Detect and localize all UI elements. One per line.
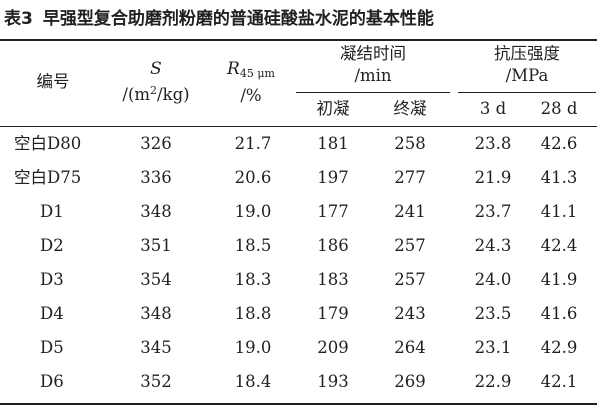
cell-residue: 20.6 bbox=[234, 168, 272, 187]
cell-strength-3d: 23.8 bbox=[474, 134, 512, 153]
header-3d: 3 d bbox=[458, 98, 528, 120]
header-r-unit: /% bbox=[240, 86, 262, 105]
cell-strength-28d: 41.6 bbox=[540, 304, 578, 323]
header-final-setting: 终凝 bbox=[375, 98, 445, 120]
cell-id: D6 bbox=[40, 372, 64, 391]
header-s-unit-open: /(m bbox=[122, 85, 151, 104]
cell-strength-28d: 42.6 bbox=[540, 134, 578, 153]
header-specific-surface: S /(m2/kg) bbox=[108, 58, 204, 106]
cell-residue: 18.3 bbox=[234, 270, 272, 289]
cell-specific-surface: 345 bbox=[140, 338, 172, 357]
cell-id: D5 bbox=[40, 338, 64, 357]
header-r-sub: 45 μm bbox=[239, 67, 275, 80]
setting-time-subrule bbox=[296, 92, 450, 93]
cell-final-setting: 257 bbox=[394, 236, 426, 255]
cell-final-setting: 258 bbox=[394, 134, 426, 153]
cell-strength-28d: 41.9 bbox=[540, 270, 578, 289]
cell-id: D4 bbox=[40, 304, 64, 323]
cell-id: D3 bbox=[40, 270, 64, 289]
cell-final-setting: 257 bbox=[394, 270, 426, 289]
cell-residue: 18.8 bbox=[234, 304, 272, 323]
cell-strength-3d: 24.0 bbox=[474, 270, 512, 289]
header-s-unit-exp: 2 bbox=[150, 84, 158, 97]
cell-strength-3d: 22.9 bbox=[474, 372, 512, 391]
header-s-symbol: S bbox=[150, 59, 162, 79]
cell-final-setting: 269 bbox=[394, 372, 426, 391]
cell-strength-3d: 24.3 bbox=[474, 236, 512, 255]
cell-specific-surface: 348 bbox=[140, 202, 172, 221]
header-3d-label: 3 d bbox=[479, 99, 507, 118]
cell-initial-setting: 186 bbox=[317, 236, 349, 255]
table-caption: 表3 早强型复合助磨剂粉磨的普通硅酸盐水泥的基本性能 bbox=[4, 6, 434, 32]
header-28d-label: 28 d bbox=[540, 99, 578, 118]
header-strength-unit: /MPa bbox=[505, 66, 549, 85]
header-strength: 抗压强度 /MPa bbox=[458, 43, 596, 87]
cell-initial-setting: 193 bbox=[317, 372, 349, 391]
cell-id: D2 bbox=[40, 236, 64, 255]
cell-strength-28d: 42.9 bbox=[540, 338, 578, 357]
cell-initial-setting: 197 bbox=[317, 168, 349, 187]
cell-strength-28d: 42.1 bbox=[540, 372, 578, 391]
header-setting-time-label: 凝结时间 bbox=[340, 44, 406, 63]
header-id: 编号 bbox=[10, 71, 96, 93]
cell-id: 空白D75 bbox=[14, 168, 82, 187]
cell-initial-setting: 183 bbox=[317, 270, 349, 289]
top-rule bbox=[0, 39, 597, 41]
cell-residue: 19.0 bbox=[234, 202, 272, 221]
cell-strength-3d: 21.9 bbox=[474, 168, 512, 187]
cell-strength-3d: 23.1 bbox=[474, 338, 512, 357]
cell-specific-surface: 348 bbox=[140, 304, 172, 323]
header-setting-time-unit: /min bbox=[354, 66, 392, 85]
cell-residue: 19.0 bbox=[234, 338, 272, 357]
header-r-symbol: R bbox=[227, 59, 240, 79]
cell-id: D1 bbox=[40, 202, 64, 221]
header-s-unit-close: /kg) bbox=[157, 85, 190, 104]
cell-initial-setting: 177 bbox=[317, 202, 349, 221]
header-strength-label: 抗压强度 bbox=[494, 44, 560, 63]
header-rule bbox=[0, 126, 597, 127]
cell-specific-surface: 354 bbox=[140, 270, 172, 289]
header-initial-label: 初凝 bbox=[316, 99, 350, 118]
cell-specific-surface: 352 bbox=[140, 372, 172, 391]
header-id-label: 编号 bbox=[36, 72, 70, 91]
cell-residue: 21.7 bbox=[234, 134, 272, 153]
cell-final-setting: 243 bbox=[394, 304, 426, 323]
cell-id: 空白D80 bbox=[14, 134, 82, 153]
cell-strength-28d: 42.4 bbox=[540, 236, 578, 255]
table-title: 早强型复合助磨剂粉磨的普通硅酸盐水泥的基本性能 bbox=[42, 9, 434, 29]
cell-initial-setting: 179 bbox=[317, 304, 349, 323]
bottom-rule bbox=[0, 403, 597, 405]
cell-strength-28d: 41.1 bbox=[540, 202, 578, 221]
header-28d: 28 d bbox=[522, 98, 596, 120]
cell-specific-surface: 326 bbox=[140, 134, 172, 153]
header-residue: R45 μm /% bbox=[208, 58, 294, 107]
cell-final-setting: 264 bbox=[394, 338, 426, 357]
header-initial-setting: 初凝 bbox=[298, 98, 368, 120]
cell-specific-surface: 336 bbox=[140, 168, 172, 187]
strength-subrule bbox=[458, 92, 596, 93]
header-final-label: 终凝 bbox=[393, 99, 427, 118]
cell-specific-surface: 351 bbox=[140, 236, 172, 255]
cell-residue: 18.5 bbox=[234, 236, 272, 255]
cell-final-setting: 277 bbox=[394, 168, 426, 187]
table-number: 表3 bbox=[4, 9, 33, 29]
cell-strength-3d: 23.5 bbox=[474, 304, 512, 323]
header-setting-time: 凝结时间 /min bbox=[296, 43, 450, 87]
cell-initial-setting: 209 bbox=[317, 338, 349, 357]
cell-strength-28d: 41.3 bbox=[540, 168, 578, 187]
cell-initial-setting: 181 bbox=[317, 134, 349, 153]
cell-final-setting: 241 bbox=[394, 202, 426, 221]
cell-strength-3d: 23.7 bbox=[474, 202, 512, 221]
cell-residue: 18.4 bbox=[234, 372, 272, 391]
